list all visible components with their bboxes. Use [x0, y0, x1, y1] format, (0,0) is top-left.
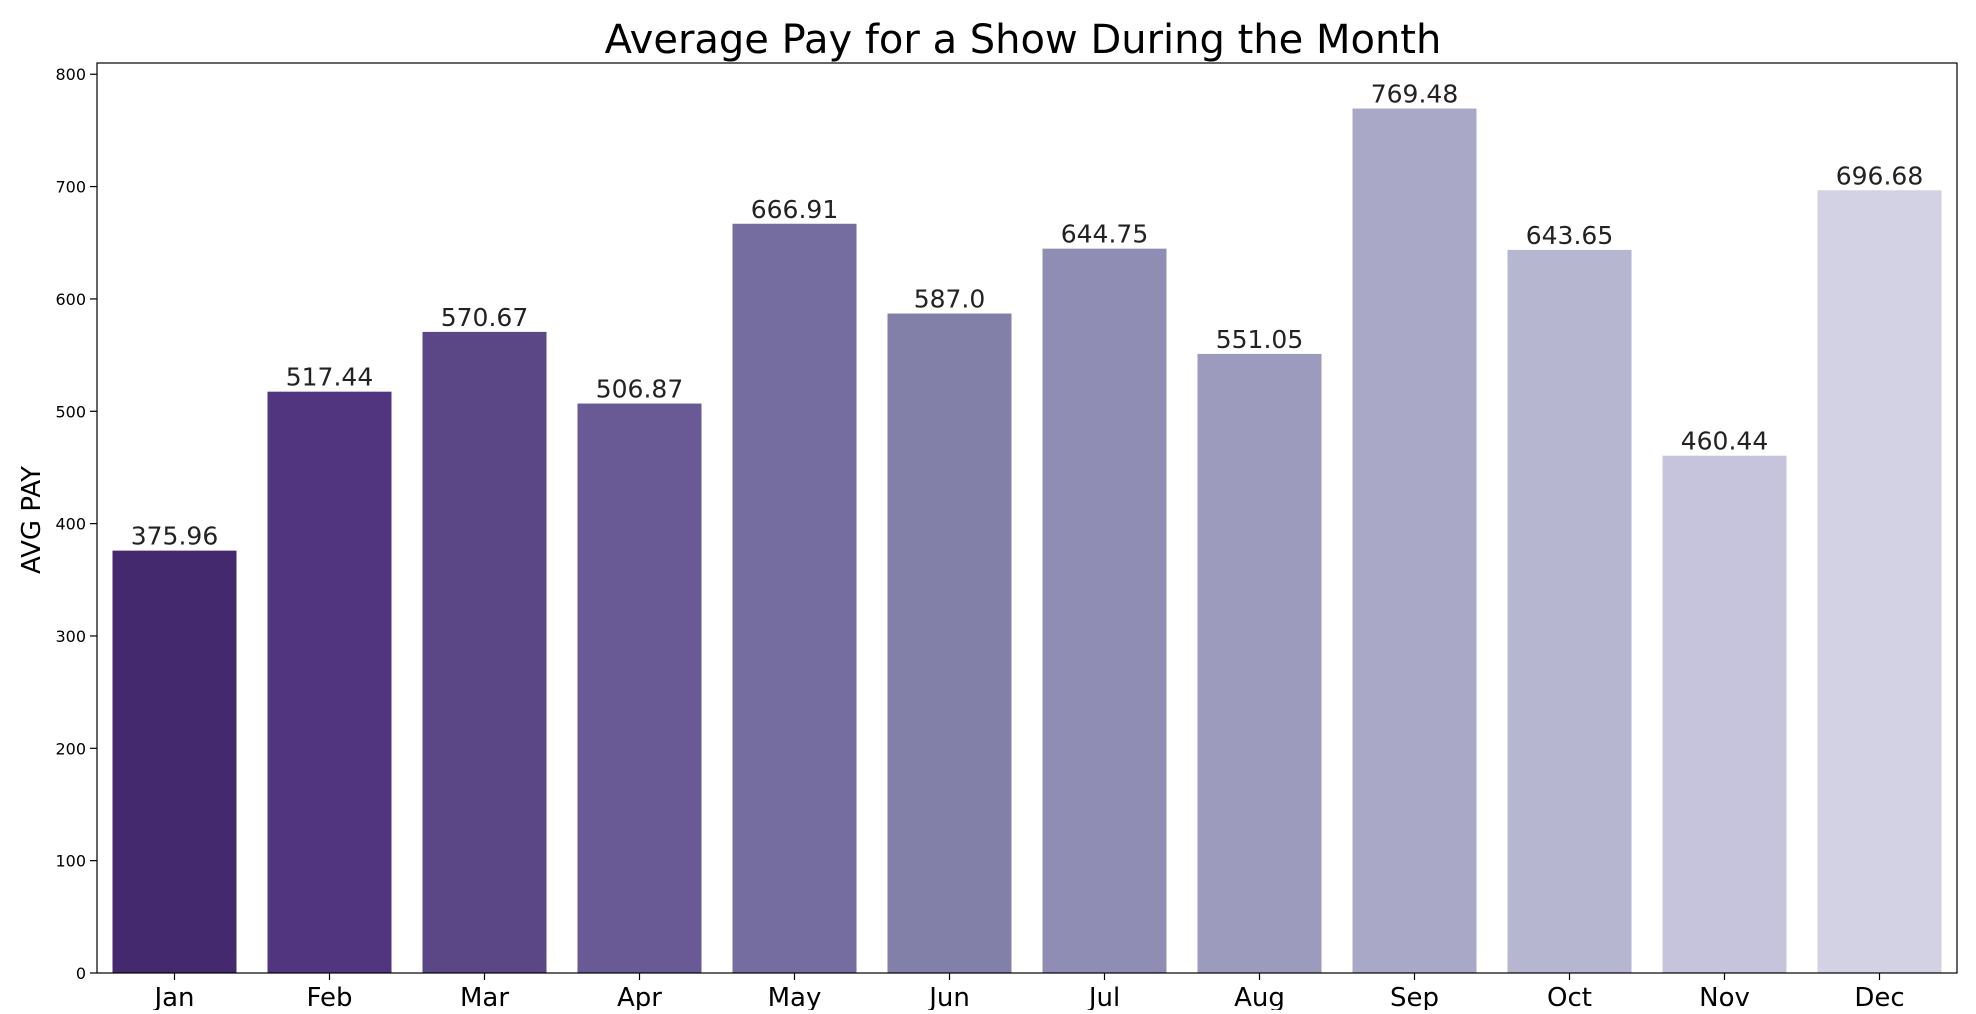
bar-apr [577, 403, 702, 973]
y-axis-label: AVG PAY [17, 466, 47, 574]
y-tick-label-100: 100 [55, 852, 86, 871]
x-tick-label-oct: Oct [1547, 983, 1592, 1010]
plot-area: 375.96 517.44 570.67 506.87 666.91 587.0 644.7… [55, 62, 1958, 1013]
y-tick-label-200: 200 [55, 739, 86, 758]
data-label-jun: 587.0 [914, 285, 986, 314]
y-tick-label-0: 0 [76, 964, 86, 983]
y-tick-label-700: 700 [55, 178, 86, 197]
bar-dec [1817, 190, 1942, 973]
data-label-feb: 517.44 [286, 363, 373, 392]
bar-nov [1662, 455, 1787, 974]
data-label-oct: 643.65 [1526, 221, 1613, 250]
y-tick-label-500: 500 [55, 402, 86, 421]
bar-sep [1352, 108, 1477, 973]
bar-aug [1197, 353, 1322, 973]
x-tick-label-feb: Feb [306, 983, 352, 1010]
bar-jan [112, 550, 237, 973]
bar-feb [267, 391, 392, 973]
bar-jul [1042, 248, 1167, 973]
x-tick-label-jun: Jun [927, 983, 970, 1010]
plot-frame [96, 62, 1958, 974]
x-tick-label-dec: Dec [1854, 983, 1904, 1010]
data-label-mar: 570.67 [441, 303, 528, 332]
y-tick-label-300: 300 [55, 627, 86, 646]
x-tick-label-may: May [768, 983, 822, 1010]
bar-jun [887, 313, 1012, 973]
chart-title: Average Pay for a Show During the Month [605, 17, 1442, 63]
data-label-sep: 769.48 [1371, 80, 1458, 109]
x-tick-label-aug: Aug [1234, 983, 1285, 1010]
x-tick-label-apr: Apr [617, 983, 662, 1010]
data-label-apr: 506.87 [596, 375, 683, 404]
x-tick-label-mar: Mar [460, 983, 509, 1010]
y-tick-label-800: 800 [55, 65, 86, 84]
y-tick-label-400: 400 [55, 515, 86, 534]
data-label-aug: 551.05 [1216, 325, 1303, 354]
bar-may [732, 223, 857, 973]
data-label-jan: 375.96 [131, 522, 218, 551]
data-label-dec: 696.68 [1836, 161, 1923, 190]
x-tick-label-sep: Sep [1390, 983, 1439, 1010]
bar-oct [1507, 249, 1632, 973]
x-tick-label-nov: Nov [1699, 983, 1750, 1010]
data-label-nov: 460.44 [1681, 427, 1768, 456]
y-tick-label-600: 600 [55, 290, 86, 309]
x-tick-label-jan: Jan [152, 983, 194, 1010]
bar-mar [422, 331, 547, 973]
data-label-jul: 644.75 [1061, 220, 1148, 249]
data-label-may: 666.91 [751, 195, 838, 224]
x-tick-label-jul: Jul [1087, 983, 1120, 1010]
